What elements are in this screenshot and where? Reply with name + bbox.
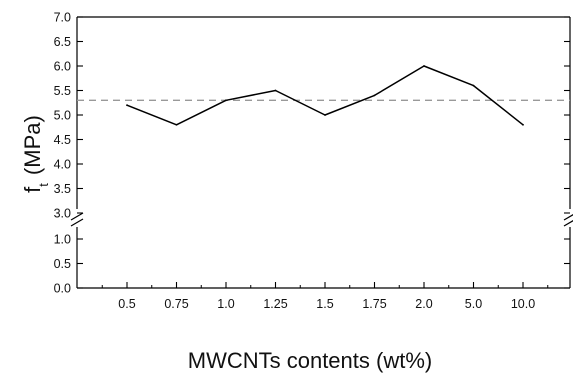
y-axis-unit: (MPa) bbox=[20, 115, 45, 175]
data-point bbox=[373, 94, 376, 97]
data-point bbox=[472, 84, 475, 87]
x-tick-label: 1.25 bbox=[263, 297, 287, 311]
data-point bbox=[522, 123, 524, 126]
x-tick-label: 1.75 bbox=[362, 297, 386, 311]
plot-frame bbox=[76, 16, 571, 289]
left-break-slash-1 bbox=[70, 212, 84, 221]
x-tick-label: 1.5 bbox=[316, 297, 333, 311]
x-tick-label: 10.0 bbox=[511, 297, 535, 311]
data-point bbox=[175, 123, 178, 126]
left-break-slash-2 bbox=[70, 218, 84, 227]
axis-ticks bbox=[77, 16, 570, 289]
series-line bbox=[126, 65, 524, 126]
y-tick-label: 6.0 bbox=[54, 60, 71, 74]
y-axis-subscript: t bbox=[36, 183, 51, 187]
right-break-slash-1 bbox=[563, 214, 573, 221]
y-tick-label: 3.0 bbox=[54, 207, 71, 221]
data-point bbox=[225, 99, 227, 102]
x-tick-label: 1.0 bbox=[217, 297, 234, 311]
x-tick-label: 2.0 bbox=[415, 297, 432, 311]
series-group bbox=[126, 65, 524, 126]
x-tick-label: 5.0 bbox=[465, 297, 482, 311]
y-tick-label: 5.0 bbox=[54, 109, 71, 123]
y-tick-label: 4.5 bbox=[54, 133, 71, 147]
y-axis-title: ft (MPa) bbox=[20, 115, 51, 193]
y-tick-label: 0.0 bbox=[54, 282, 71, 296]
data-point bbox=[423, 65, 425, 67]
data-point bbox=[274, 89, 277, 92]
y-tick-labels: 3.0 3.5 4.0 4.5 5.0 5.5 6.0 6.5 7.0 0.0 0.5 1.0 bbox=[54, 11, 71, 296]
y-tick-label: 6.5 bbox=[54, 35, 71, 49]
y-tick-label: 7.0 bbox=[54, 11, 71, 25]
y-tick-label: 5.5 bbox=[54, 84, 71, 98]
axis-break-marks bbox=[70, 212, 573, 227]
y-tick-label: 4.0 bbox=[54, 158, 71, 172]
data-point bbox=[126, 104, 128, 107]
x-tick-labels: 0.5 0.75 1.0 1.25 1.5 1.75 2.0 5.0 10.0 bbox=[118, 297, 535, 311]
x-tick-label: 0.5 bbox=[118, 297, 135, 311]
y-tick-label: 1.0 bbox=[54, 233, 71, 247]
right-break-slash-2 bbox=[563, 220, 573, 227]
x-axis-title: MWCNTs contents (wt%) bbox=[188, 348, 432, 373]
y-axis-symbol: f bbox=[20, 186, 45, 193]
x-tick-label: 0.75 bbox=[164, 297, 188, 311]
y-tick-label: 3.5 bbox=[54, 182, 71, 196]
y-tick-label: 0.5 bbox=[54, 257, 71, 271]
data-point bbox=[324, 114, 326, 116]
